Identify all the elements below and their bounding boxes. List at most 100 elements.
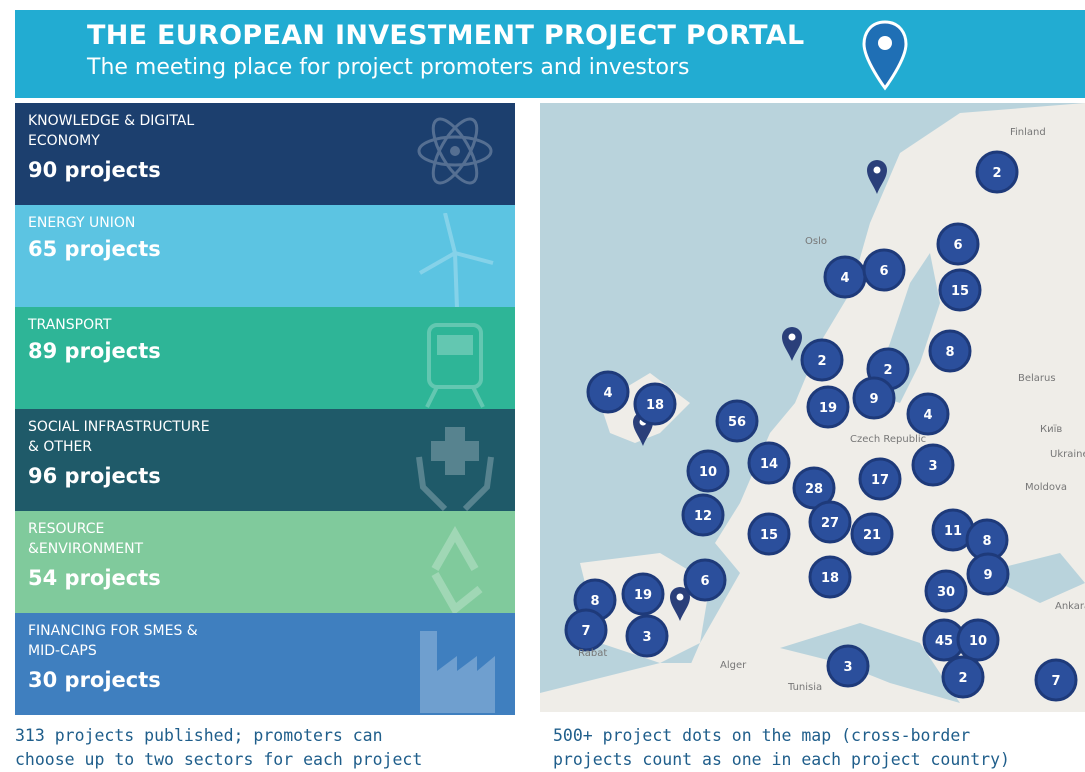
header: THE EUROPEAN INVESTMENT PROJECT PORTAL T… (15, 10, 1085, 98)
place-label: Finland (1010, 127, 1046, 138)
sector-name-line: TRANSPORT (28, 317, 112, 333)
caption-line: choose up to two sectors for each projec… (15, 750, 423, 769)
sector-name-line: SOCIAL INFRASTRUCTURE (28, 419, 210, 435)
sector-name: ENERGY UNION (28, 213, 135, 233)
cluster-label: 10 (969, 634, 987, 649)
caption-line: 500+ project dots on the map (cross-bord… (553, 726, 971, 745)
cluster-label: 6 (879, 264, 888, 279)
sector-name-line: FINANCING FOR SMES & (28, 623, 198, 639)
caption-right: 500+ project dots on the map (cross-bord… (553, 724, 1010, 772)
cluster-label: 4 (840, 271, 849, 286)
caption-line: 313 projects published; promoters can (15, 726, 383, 745)
cluster-label: 56 (728, 415, 746, 430)
cluster (975, 150, 1019, 194)
cluster-label: 14 (760, 457, 778, 472)
cluster-label: 15 (951, 284, 969, 299)
cluster-label: 27 (821, 516, 839, 531)
cluster (800, 338, 844, 382)
pin-dot (873, 166, 881, 174)
cluster-label: 4 (603, 386, 612, 401)
cluster-label: 6 (953, 238, 962, 253)
sector-count: 54 projects (28, 566, 161, 590)
cluster (938, 268, 982, 312)
cluster-label: 8 (590, 594, 599, 609)
sector-count: 30 projects (28, 668, 161, 692)
cluster (625, 614, 669, 658)
place-label: Tunisia (787, 682, 822, 693)
cluster-label: 18 (821, 571, 839, 586)
cluster (862, 248, 906, 292)
cluster (683, 558, 727, 602)
cluster-label: 3 (928, 459, 937, 474)
cluster (747, 512, 791, 556)
place-label: Ankara (1055, 601, 1085, 612)
cluster (956, 618, 1000, 662)
cluster-label: 11 (944, 524, 962, 539)
sector: KNOWLEDGE & DIGITAL ECONOMY 90 projects (15, 103, 515, 205)
subtitle: The meeting place for project promoters … (87, 55, 690, 80)
sector-name-line: RESOURCE (28, 521, 105, 537)
cluster (928, 329, 972, 373)
cluster-label: 8 (982, 534, 991, 549)
sector-icon (416, 427, 494, 511)
sector-count: 89 projects (28, 339, 161, 363)
sector-name-line: KNOWLEDGE & DIGITAL (28, 113, 195, 129)
cluster-label: 17 (871, 473, 889, 488)
sector-name: SOCIAL INFRASTRUCTURE & OTHER (28, 417, 210, 457)
sector-name-line: &ENVIRONMENT (28, 541, 144, 557)
sector-name: RESOURCE &ENVIRONMENT (28, 519, 143, 559)
pin (782, 327, 802, 361)
sector-count: 96 projects (28, 464, 161, 488)
cluster (941, 655, 985, 699)
cluster (808, 555, 852, 599)
place-label: Alger (720, 660, 747, 671)
cluster (924, 569, 968, 613)
cluster (852, 376, 896, 420)
title: THE EUROPEAN INVESTMENT PROJECT PORTAL (87, 20, 805, 51)
pin (867, 160, 887, 194)
place-label: Oslo (805, 236, 827, 247)
cluster (686, 449, 730, 493)
sector-name: KNOWLEDGE & DIGITAL ECONOMY (28, 111, 194, 151)
sector-icon (419, 213, 494, 307)
cluster (681, 493, 725, 537)
cluster-label: 18 (646, 398, 664, 413)
sector-name-line: MID-CAPS (28, 643, 97, 659)
sector-icon (425, 323, 485, 408)
cluster (850, 512, 894, 556)
pin-icon (862, 20, 908, 91)
cluster (936, 222, 980, 266)
cluster-label: 3 (642, 630, 651, 645)
sector-icon (420, 631, 495, 713)
sector-name-line: & OTHER (28, 439, 93, 455)
cluster (715, 399, 759, 443)
cluster-label: 19 (819, 401, 837, 416)
cluster-label: 19 (634, 588, 652, 603)
cluster-label: 3 (843, 660, 852, 675)
cluster-label: 30 (937, 585, 955, 600)
place-label: Czech Republic (850, 434, 926, 445)
sector-name-line: ECONOMY (28, 133, 100, 149)
sector-count: 65 projects (28, 237, 161, 261)
sector-name: FINANCING FOR SMES & MID-CAPS (28, 621, 198, 661)
cluster-label: 6 (700, 574, 709, 589)
cluster-label: 7 (581, 624, 590, 639)
cluster (1034, 658, 1078, 702)
cluster (966, 552, 1010, 596)
pin-dot (676, 593, 684, 601)
sector-count: 90 projects (28, 158, 161, 182)
cluster-label: 45 (935, 634, 953, 649)
cluster-label: 28 (805, 482, 823, 497)
caption-left: 313 projects published; promoters can ch… (15, 724, 422, 772)
cluster-label: 2 (958, 671, 967, 686)
sector: TRANSPORT 89 projects (15, 307, 515, 409)
cluster-label: 8 (945, 345, 954, 360)
cluster-label: 2 (992, 166, 1001, 181)
sector-list: KNOWLEDGE & DIGITAL ECONOMY 90 projects ENE… (15, 103, 515, 715)
caption-line: projects count as one in each project co… (553, 750, 1010, 769)
cluster-label: 2 (883, 363, 892, 378)
cluster (633, 382, 677, 426)
sector: SOCIAL INFRASTRUCTURE & OTHER 96 projects (15, 409, 515, 511)
